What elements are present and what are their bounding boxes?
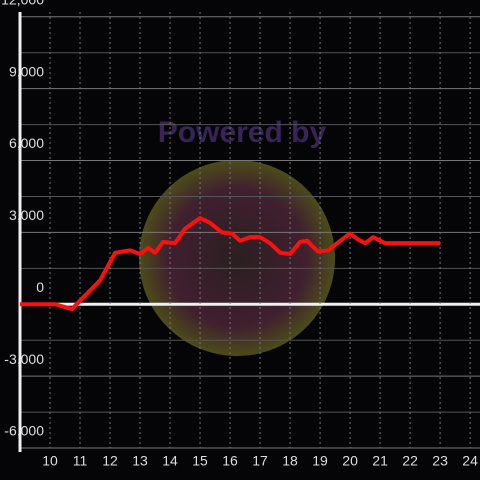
x-tick-label: 20 (342, 453, 358, 469)
watermark-logo (139, 160, 335, 356)
x-tick-label: 13 (132, 453, 148, 469)
x-tick-label: 12 (102, 453, 118, 469)
y-tick-label: -3,000 (4, 351, 44, 367)
plot (20, 216, 441, 312)
x-tick-label: 22 (402, 453, 418, 469)
watermark-text: Powered by (158, 116, 327, 149)
y-tick-label: 12,000 (1, 0, 44, 7)
x-tick-label: 15 (192, 453, 208, 469)
line (20, 216, 441, 312)
x-tick-label: 23 (432, 453, 448, 469)
y-tick-label: 3,000 (9, 207, 44, 223)
x-tick-label: 16 (222, 453, 238, 469)
grid (18, 12, 480, 452)
x-tick-label: 17 (252, 453, 268, 469)
y-tick-label: -6,000 (4, 423, 44, 439)
y-tick-label: 9,000 (9, 63, 44, 79)
y-tick-label: 6,000 (9, 135, 44, 151)
x-tick-label: 19 (312, 453, 328, 469)
x-tick-label: 18 (282, 453, 298, 469)
x-tick-label: 11 (73, 453, 88, 469)
x-tick-label: 24 (462, 453, 478, 469)
x-tick-label: 21 (372, 453, 388, 469)
x-tick-label: 10 (42, 453, 58, 469)
y-tick-label: 0 (36, 279, 44, 295)
x-tick-label: 14 (162, 453, 178, 469)
